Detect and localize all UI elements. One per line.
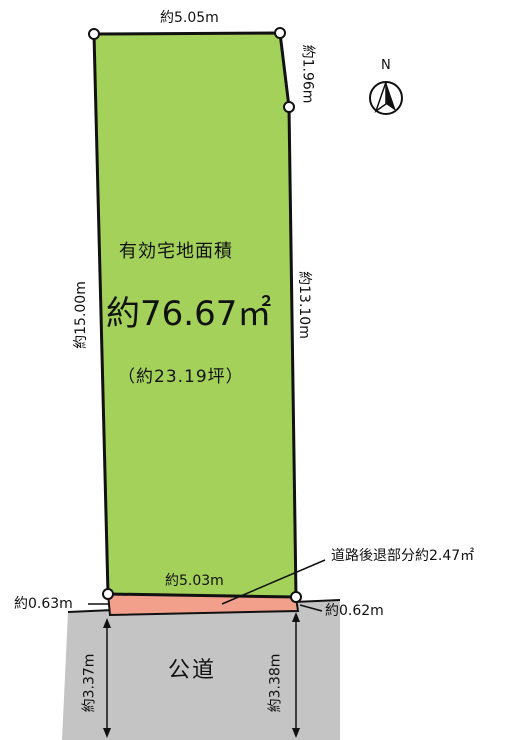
setback-right-leader <box>299 604 323 612</box>
road-right-arrow-top <box>292 612 300 622</box>
area-tsubo: （約23.19坪） <box>118 367 244 387</box>
corner-marker <box>274 27 286 39</box>
right-upper-edge-label: 約1.96m <box>299 44 316 104</box>
right-lower-edge-label: 約13.10m <box>295 271 312 339</box>
left-edge-label: 約15.00m <box>72 281 89 349</box>
corner-marker <box>290 591 302 603</box>
setback-left-width: 約0.63m <box>14 596 73 612</box>
area-value: 約76.67㎡ <box>106 294 272 334</box>
corner-marker <box>283 101 295 113</box>
bottom-edge-label: 約5.03m <box>165 573 224 589</box>
road-left-arrow-top <box>103 618 111 628</box>
road-left-width: 約3.37m <box>81 653 98 713</box>
setback-callout: 道路後退部分約2.47㎡ <box>331 548 475 564</box>
road-right-width: 約3.38m <box>267 653 284 713</box>
road-right-arrow-bottom <box>292 728 300 738</box>
top-edge-label: 約5.05m <box>160 10 219 26</box>
setback-right-width: 約0.62m <box>325 603 384 619</box>
setback-callout-leader <box>221 559 326 605</box>
corner-marker <box>102 588 114 600</box>
road-left-arrow-bottom <box>103 728 111 738</box>
corner-marker <box>88 28 100 40</box>
north-label: N <box>381 58 391 73</box>
north-arrow-icon <box>369 81 403 115</box>
area-title: 有効宅地面積 <box>119 241 233 262</box>
road-label: 公道 <box>168 658 217 683</box>
plot-area <box>92 31 298 599</box>
public-road-area <box>62 600 340 740</box>
